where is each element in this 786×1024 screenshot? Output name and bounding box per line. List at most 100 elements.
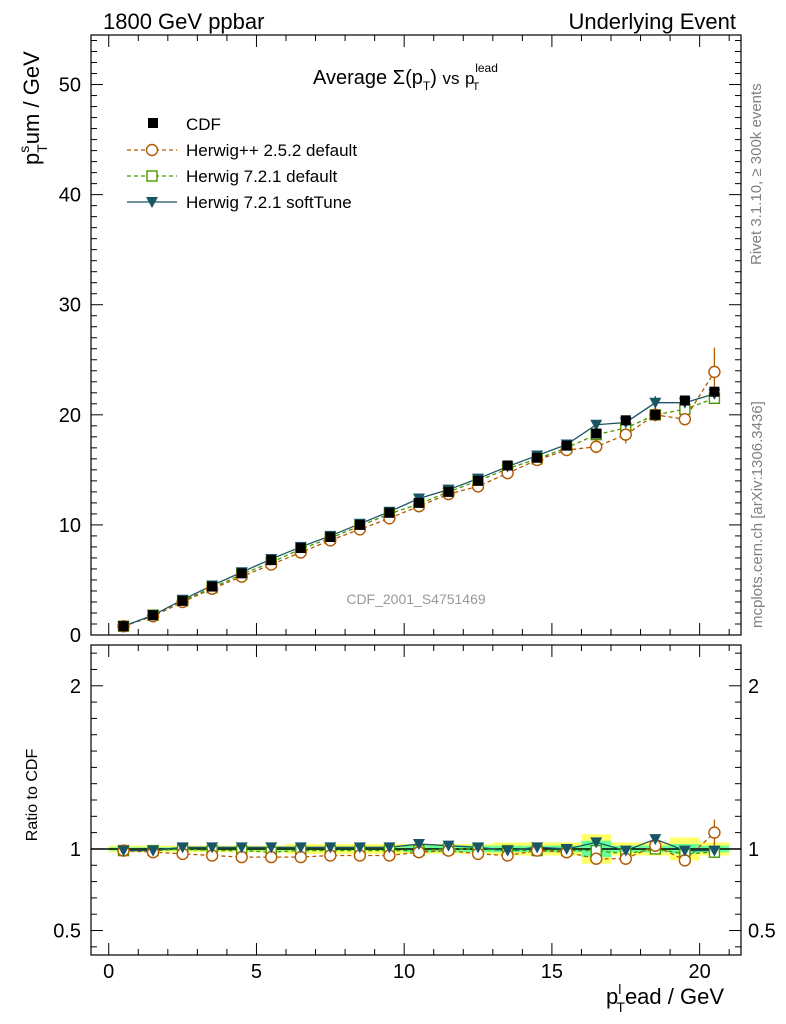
legend-marker-herwigpp	[145, 143, 159, 157]
ratio-point-softtune	[265, 842, 278, 854]
ratio-point-softtune	[442, 840, 455, 852]
legend-label-softtune: Herwig 7.2.1 softTune	[186, 193, 352, 212]
data-point-cdf	[354, 519, 365, 530]
ratio-point-softtune	[383, 842, 396, 854]
main-frame	[90, 34, 742, 636]
x-axis-label: pl Tead / GeV	[606, 981, 724, 1015]
data-point-cdf	[295, 543, 306, 554]
data-point-cdf	[177, 595, 188, 606]
ratio-point-softtune	[206, 842, 219, 854]
ratio-ylabel: Ratio to CDF	[24, 749, 41, 842]
ratio-point-softtune	[501, 845, 514, 857]
y-tick-label: 40	[59, 185, 81, 207]
mcplots-label: mcplots.cern.ch [arXiv:1306.3436]	[749, 401, 766, 628]
series-line-herwig721	[123, 397, 715, 627]
data-point-cdf	[325, 532, 336, 543]
chart-marks: 0 5 10 15 20 0 10 20 30 40 50 0.5 0.5 1 1 2 2	[53, 34, 776, 983]
ratio-point-softtune	[649, 834, 662, 846]
ratio-y-tick-label-right: 2	[748, 676, 759, 698]
ratio-point-softtune	[117, 845, 130, 857]
main-panel: CDF_2001_S4751469 Average Σ(pT) vs pTlea…	[16, 51, 498, 607]
ratio-frame	[90, 644, 742, 956]
header-right: Underlying Event	[568, 9, 736, 34]
data-point-cdf	[266, 555, 277, 566]
ratio-point-softtune	[708, 845, 721, 857]
ratio-point-softtune	[176, 842, 189, 854]
data-point-cdf	[650, 409, 661, 420]
data-point-herwigpp	[678, 413, 692, 426]
legend-entry-cdf: CDF	[148, 115, 221, 134]
data-point-cdf	[591, 428, 602, 439]
data-point-cdf	[236, 568, 247, 579]
ratio-point-softtune	[472, 842, 485, 854]
legend: CDF Herwig++ 2.5.2 default Herwig 7.2.1 …	[127, 115, 357, 212]
ratio-point-softtune	[678, 845, 691, 857]
ratio-point-softtune	[235, 842, 248, 854]
ratio-y-tick-label: 2	[70, 676, 81, 698]
main-ylabel: ps Tum / GeV	[16, 51, 50, 165]
data-point-cdf	[443, 486, 454, 497]
legend-marker-cdf	[148, 118, 158, 128]
analysis-watermark: CDF_2001_S4751469	[346, 591, 486, 607]
data-point-herwigpp	[619, 428, 632, 441]
x-tick-label: 15	[541, 961, 563, 983]
x-tick-label: 10	[393, 961, 415, 983]
data-point-cdf	[561, 440, 572, 451]
ratio-panel: Ratio to CDF pl Tead / GeV	[24, 749, 724, 1015]
ratio-y-tick-label-right: 1	[748, 839, 759, 861]
ratio-point-softtune	[324, 842, 337, 854]
ratio-point-softtune	[353, 842, 366, 854]
ratio-point-softtune	[294, 842, 307, 854]
x-tick-label: 20	[689, 961, 711, 983]
ratio-y-tick-label: 0.5	[53, 921, 81, 943]
legend-entry-herwigpp: Herwig++ 2.5.2 default	[127, 141, 357, 160]
header-left: 1800 GeV ppbar	[103, 9, 264, 34]
legend-label-herwig721: Herwig 7.2.1 default	[186, 167, 337, 186]
y-tick-label: 0	[70, 625, 81, 647]
rivet-label: Rivet 3.1.10, ≥ 300k events	[748, 83, 765, 265]
x-tick-label: 0	[103, 961, 114, 983]
data-point-cdf	[709, 386, 720, 397]
legend-entry-herwig721: Herwig 7.2.1 default	[127, 167, 337, 186]
ratio-point-softtune	[147, 845, 160, 857]
data-point-cdf	[148, 610, 159, 621]
ratio-point-herwigpp	[590, 852, 603, 865]
ratio-y-tick-label-right: 0.5	[748, 921, 776, 943]
xlabel-text: pl Tead / GeV	[606, 981, 724, 1015]
legend-label-cdf: CDF	[186, 115, 221, 134]
legend-label-herwigpp: Herwig++ 2.5.2 default	[186, 141, 357, 160]
ratio-point-softtune	[619, 845, 632, 857]
legend-marker-softtune	[146, 197, 158, 208]
ratio-point-softtune	[590, 837, 603, 849]
ratio-point-softtune	[560, 843, 573, 855]
series-line-herwigpp	[123, 371, 715, 627]
data-point-softtune	[590, 419, 603, 431]
data-point-herwigpp	[590, 440, 603, 453]
data-point-cdf	[679, 395, 690, 406]
chart-title: Average Σ(pT) vs pTlead	[313, 61, 498, 93]
ylabel-text: ps Tum / GeV	[16, 51, 50, 165]
title-text: Average Σ(pT) vs pTlead	[313, 61, 498, 93]
data-point-cdf	[532, 452, 543, 463]
data-point-cdf	[207, 581, 218, 592]
data-point-cdf	[502, 460, 513, 471]
legend-marker-herwig721	[146, 170, 158, 182]
data-point-softtune	[649, 397, 662, 409]
data-point-cdf	[118, 621, 129, 632]
y-tick-label: 50	[59, 75, 81, 97]
ratio-point-herwigpp	[708, 826, 721, 839]
y-tick-label: 30	[59, 295, 81, 317]
data-point-cdf	[473, 475, 484, 486]
ratio-y-tick-label: 1	[70, 839, 81, 861]
y-tick-label: 10	[59, 515, 81, 537]
ratio-point-softtune	[412, 839, 425, 851]
data-point-herwigpp	[708, 365, 721, 379]
x-tick-label: 5	[251, 961, 262, 983]
legend-entry-softtune: Herwig 7.2.1 softTune	[127, 193, 352, 212]
y-tick-label: 20	[59, 405, 81, 427]
data-point-cdf	[620, 415, 631, 426]
data-point-cdf	[384, 507, 395, 518]
ratio-point-softtune	[531, 842, 544, 854]
data-point-cdf	[413, 497, 424, 508]
